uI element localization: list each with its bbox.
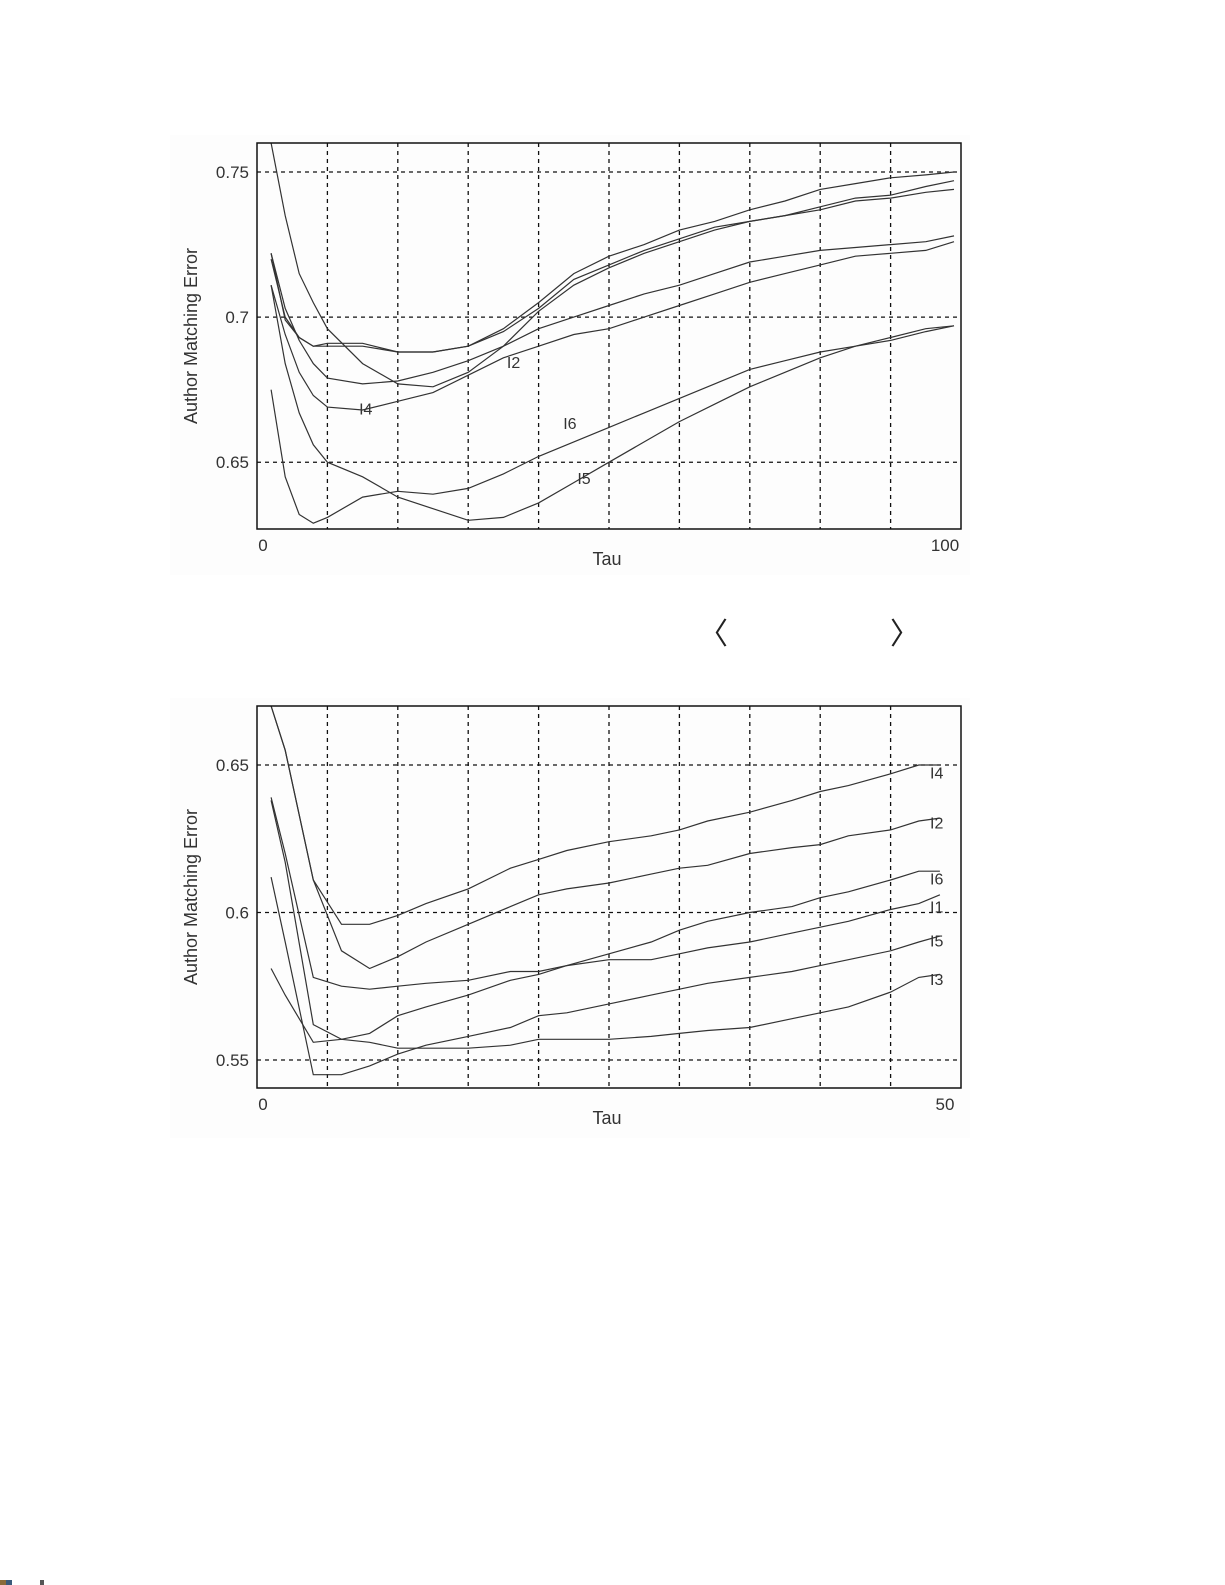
series-annotation-i1: I1 [930, 899, 943, 916]
right-angle-bracket: 〉 [890, 617, 920, 652]
x-tick-label: 100 [931, 536, 959, 555]
series-annotation-i2: I2 [930, 815, 943, 832]
y-tick-label: 0.55 [216, 1051, 249, 1070]
series-annotation-i5: I5 [577, 471, 590, 488]
series-line-i2 [270, 235, 955, 385]
plot-frame [256, 142, 962, 530]
x-tick-label: 0 [258, 536, 267, 555]
series-annotation-i2: I2 [507, 355, 520, 372]
series-line-i2 [270, 705, 940, 970]
series-line-i3 [270, 968, 940, 1049]
grid [257, 706, 961, 1088]
y-axis-label: Author Matching Error [181, 809, 201, 985]
y-axis-label: Author Matching Error [181, 248, 201, 424]
y-tick-label: 0.65 [216, 453, 249, 472]
series-line-i6 [270, 325, 955, 524]
series-line-i5 [270, 876, 941, 1076]
line-chart-bottom: 0.55 0.6 0.65 0 50 Tau Author Matching Error I4… [181, 705, 962, 1128]
series-group [270, 705, 941, 1076]
series-line-i0 [270, 171, 955, 353]
series-line-i5 [270, 285, 955, 521]
series-line-i6 [270, 797, 940, 990]
series-annotation-i6: I6 [930, 871, 943, 888]
line-chart-top: 0.65 0.7 0.75 0 100 Tau Author Matching Error I… [181, 142, 962, 569]
series-annotation-i4: I4 [359, 401, 372, 418]
y-tick-label: 0.65 [216, 756, 249, 775]
series-line-i4 [270, 241, 955, 411]
y-tick-label: 0.7 [225, 308, 249, 327]
x-tick-label: 0 [258, 1095, 267, 1114]
series-line-i1 [270, 800, 941, 1040]
series-annotation-i6: I6 [563, 416, 576, 433]
x-axis-label: Tau [592, 549, 621, 569]
x-tick-label: 50 [936, 1095, 955, 1114]
chart-panel-bottom: 0.55 0.6 0.65 0 50 Tau Author Matching Error I4… [170, 698, 970, 1138]
series-line-i3 [270, 180, 955, 353]
series-annotation-i4: I4 [930, 765, 943, 782]
series-line-i4 [270, 705, 940, 925]
left-angle-bracket: 〈 [698, 617, 728, 652]
chart-panel-top: 0.65 0.7 0.75 0 100 Tau Author Matching Error I… [170, 135, 970, 575]
series-line-i1 [270, 142, 955, 388]
series-annotation-i5: I5 [930, 933, 943, 950]
scan-artifact [0, 1580, 50, 1585]
y-tick-label: 0.75 [216, 163, 249, 182]
plot-frame [256, 705, 962, 1089]
series-annotation-i3: I3 [930, 972, 943, 989]
y-tick-label: 0.6 [225, 903, 249, 922]
x-axis-label: Tau [592, 1108, 621, 1128]
series-group [270, 142, 955, 524]
